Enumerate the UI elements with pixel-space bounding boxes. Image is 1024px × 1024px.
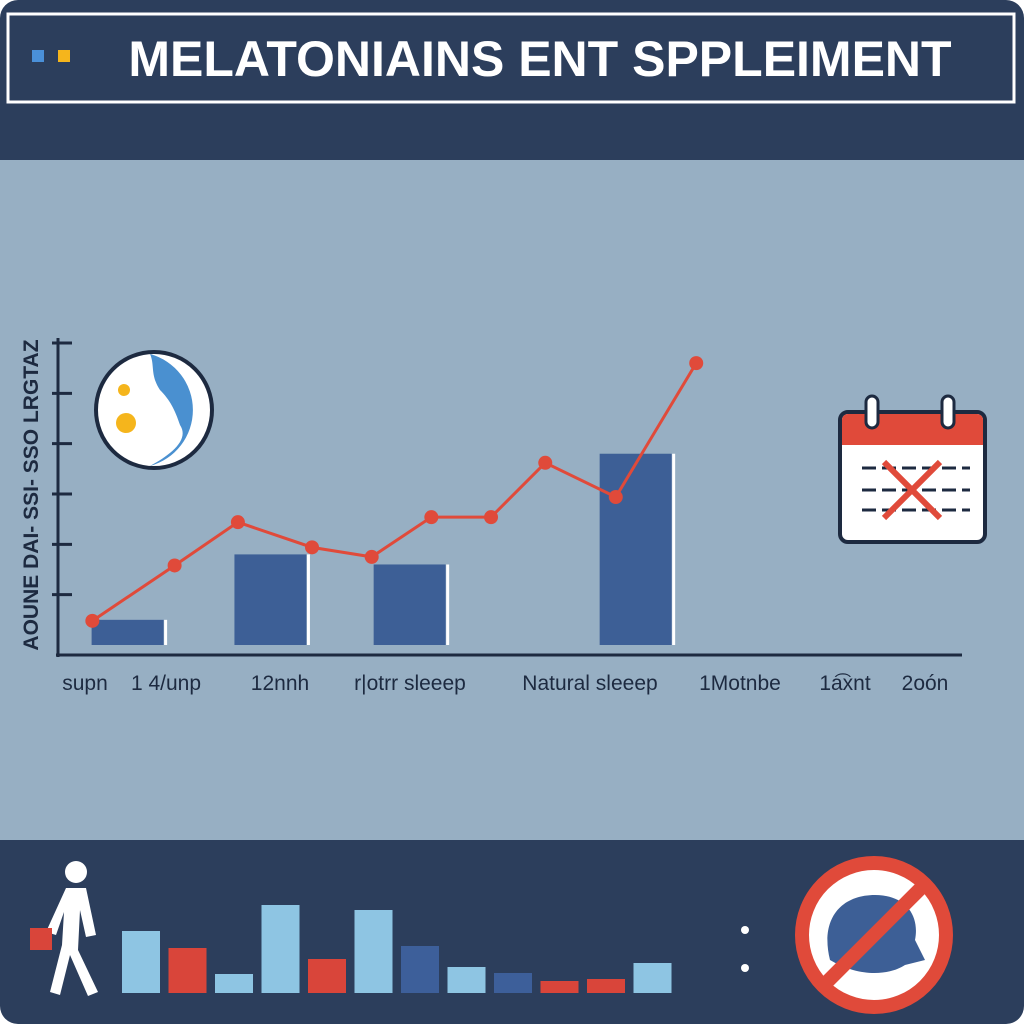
y-axis-label: AOUNE DAI- SSI- SSO LRGTAZ [20, 339, 43, 650]
dot [741, 964, 749, 972]
line-point [424, 510, 439, 525]
title-icon [32, 50, 44, 62]
bar [599, 453, 672, 645]
bar [122, 931, 160, 993]
bar [261, 905, 300, 993]
x-tick-label: Natural sleeep [522, 672, 657, 695]
x-tick-label: 1a͡xnt [819, 672, 871, 695]
title: MELATONIAINS ENT SPPLEIMENT [128, 31, 951, 87]
x-tick-label: 1 4/unp [131, 672, 201, 695]
line-point [85, 613, 100, 628]
bar [91, 619, 164, 645]
calendar-icon [838, 394, 987, 544]
bar [447, 967, 486, 993]
line-point [167, 558, 182, 573]
bar [494, 973, 532, 993]
line-point [689, 356, 704, 371]
x-tick-label: r|otrr sleeep [354, 672, 466, 695]
x-tick-label: 1Motnbe [699, 672, 781, 695]
line-point [230, 515, 245, 530]
moon-icon [94, 350, 214, 470]
bar [308, 959, 346, 993]
line-point [484, 510, 499, 525]
bar [540, 981, 579, 993]
no-sign-icon [795, 856, 953, 1014]
line [91, 362, 698, 623]
line-point [538, 455, 553, 470]
title-icon [58, 50, 70, 62]
walker-icon [30, 861, 98, 996]
bar [373, 564, 446, 645]
x-tick-label: supn [62, 672, 108, 695]
x-tick-label: 2oón [902, 672, 949, 695]
dot [741, 926, 749, 934]
bar [401, 946, 439, 993]
bar [354, 910, 393, 993]
bar [168, 948, 207, 993]
bar [587, 979, 625, 993]
bar [633, 963, 672, 993]
line-point [364, 549, 379, 564]
bar [215, 974, 253, 993]
title-frame [6, 12, 1016, 104]
x-tick-label: 12nnh [251, 672, 309, 695]
line-point [305, 540, 320, 555]
line-point [608, 490, 623, 505]
bar [234, 554, 307, 645]
